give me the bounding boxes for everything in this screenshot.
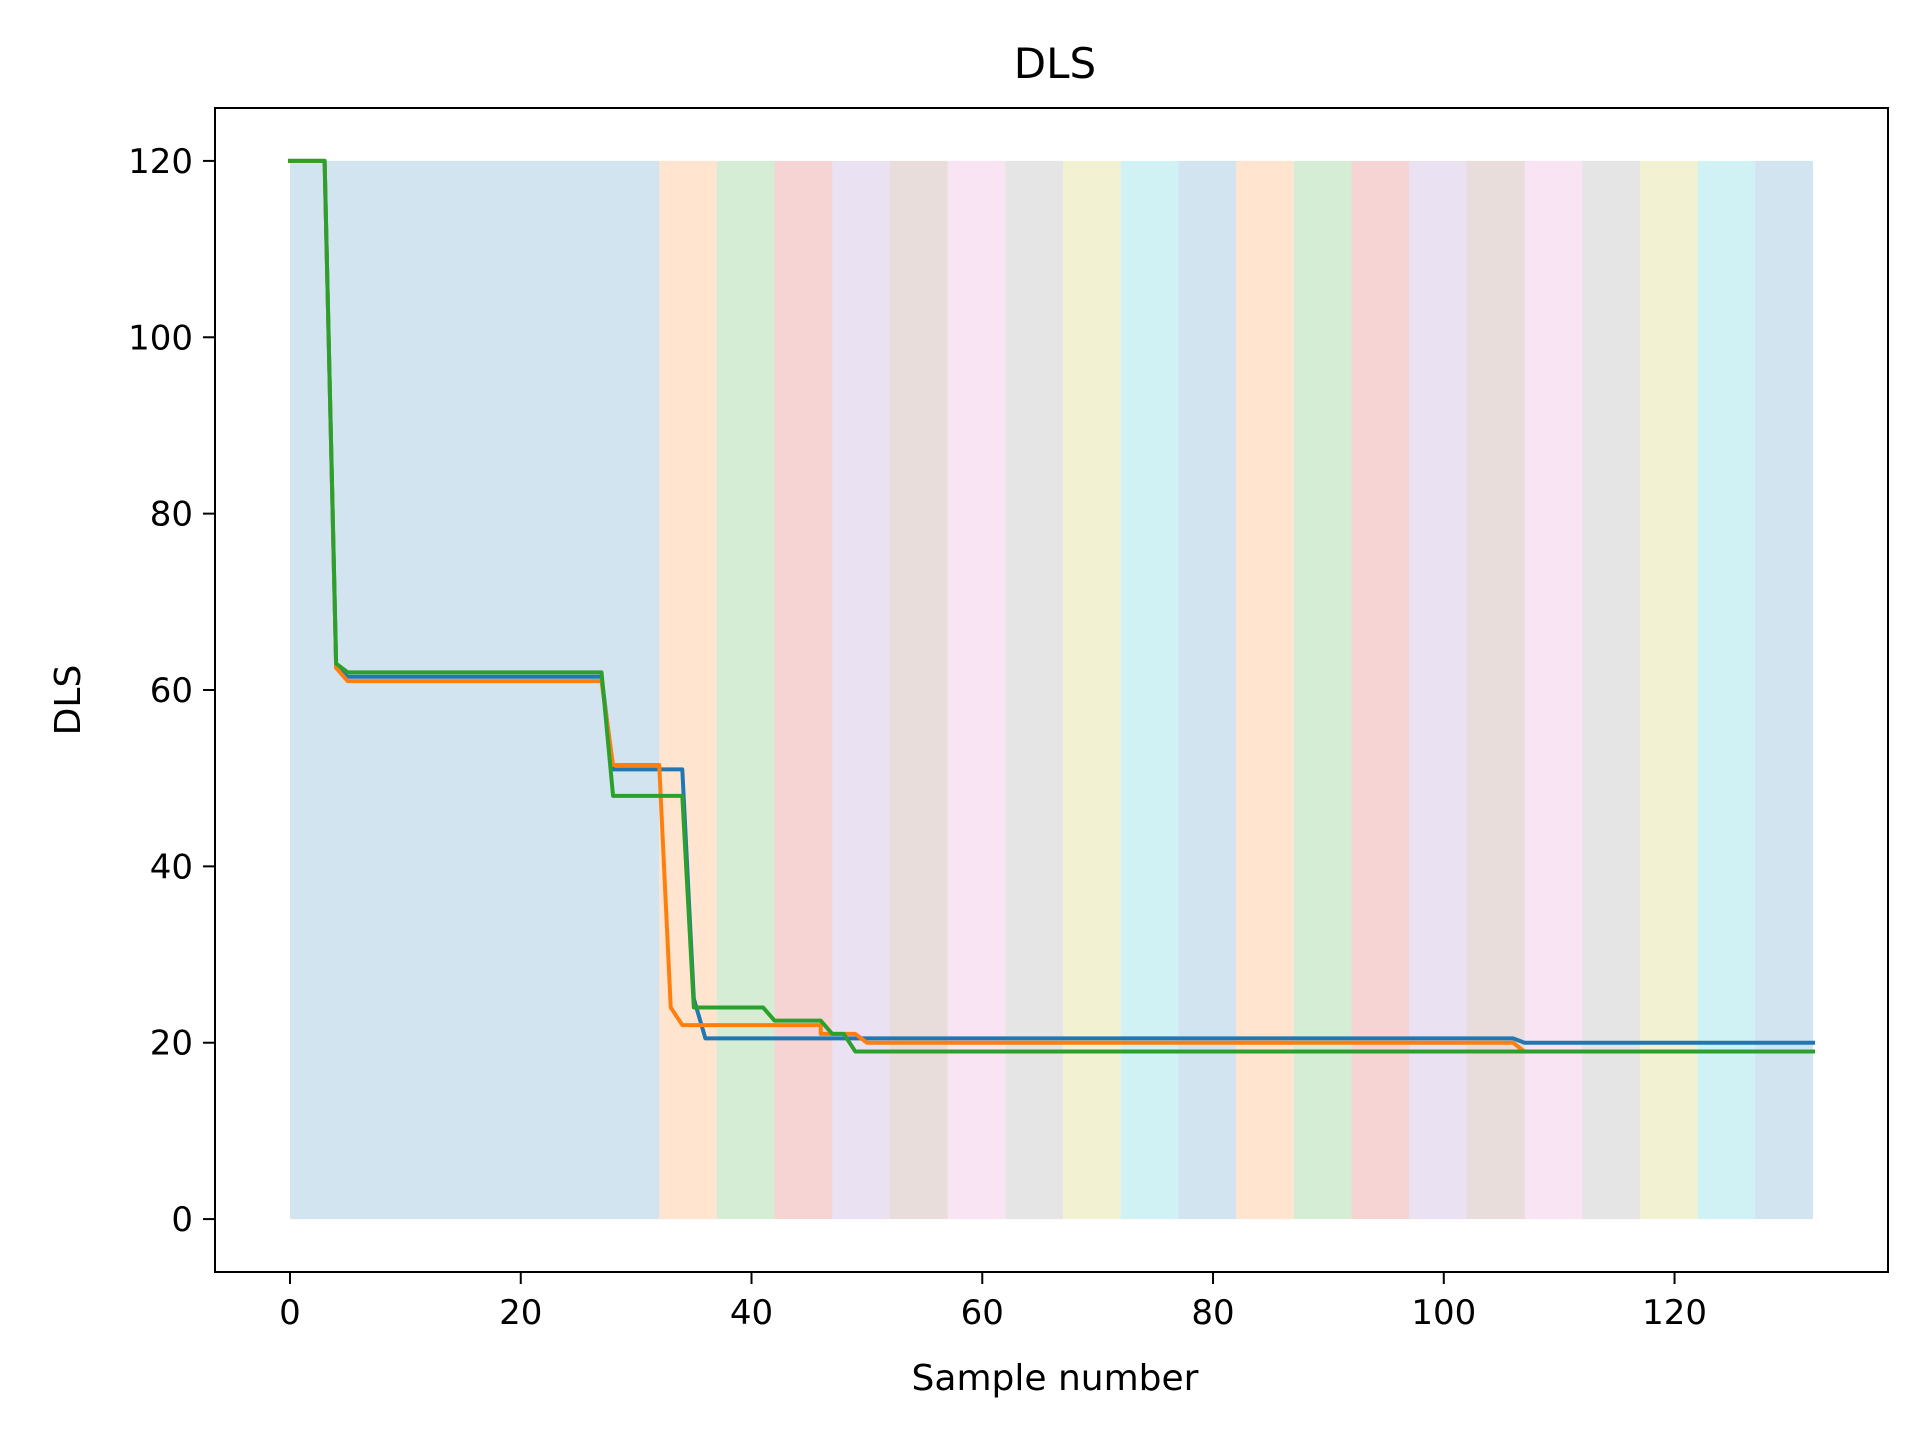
y-tick-label: 60 xyxy=(150,671,193,711)
x-tick-label: 20 xyxy=(499,1293,542,1333)
shaded-band xyxy=(1351,160,1410,1220)
shaded-band xyxy=(1236,160,1294,1220)
y-tick-label: 120 xyxy=(128,142,193,182)
series-lines xyxy=(288,158,1815,1054)
shaded-band xyxy=(659,160,717,1220)
shaded-band xyxy=(774,160,833,1220)
y-tick-label: 0 xyxy=(171,1200,193,1240)
shaded-band xyxy=(1582,160,1640,1220)
shaded-band xyxy=(1524,160,1583,1220)
x-tick-label: 60 xyxy=(961,1293,1004,1333)
shaded-band xyxy=(1063,160,1121,1220)
shaded-band xyxy=(1293,160,1352,1220)
chart-title: DLS xyxy=(1014,39,1096,88)
y-tick-label: 100 xyxy=(128,318,193,358)
shaded-band xyxy=(716,160,775,1220)
shaded-band xyxy=(1409,160,1467,1220)
x-tick-label: 80 xyxy=(1191,1293,1234,1333)
shaded-band xyxy=(832,160,890,1220)
shaded-bands xyxy=(289,160,1814,1220)
shaded-band xyxy=(1639,160,1698,1220)
x-tick-label: 0 xyxy=(279,1293,301,1333)
shaded-band xyxy=(1005,160,1064,1220)
y-tick-label: 40 xyxy=(150,847,193,887)
shaded-band xyxy=(1120,160,1179,1220)
shaded-band xyxy=(1178,160,1237,1220)
shaded-band xyxy=(289,160,660,1220)
x-axis-label: Sample number xyxy=(912,1358,1199,1399)
series-line xyxy=(288,158,1815,1054)
shaded-band xyxy=(1697,160,1756,1220)
shaded-band xyxy=(889,160,948,1220)
shaded-band xyxy=(947,160,1006,1220)
y-tick-label: 80 xyxy=(150,495,193,535)
x-tick-label: 120 xyxy=(1642,1293,1707,1333)
x-tick-label: 40 xyxy=(730,1293,773,1333)
x-tick-label: 100 xyxy=(1411,1293,1476,1333)
x-axis-ticks: 0 20 40 60 80 100 120 xyxy=(279,1272,1707,1333)
y-axis-ticks: 0 20 40 60 80 100 120 xyxy=(128,142,215,1240)
series-line xyxy=(288,158,1815,1054)
shaded-band xyxy=(1466,160,1525,1220)
y-tick-label: 20 xyxy=(150,1024,193,1064)
y-axis-label: DLS xyxy=(48,665,89,736)
shaded-band xyxy=(1755,160,1814,1220)
